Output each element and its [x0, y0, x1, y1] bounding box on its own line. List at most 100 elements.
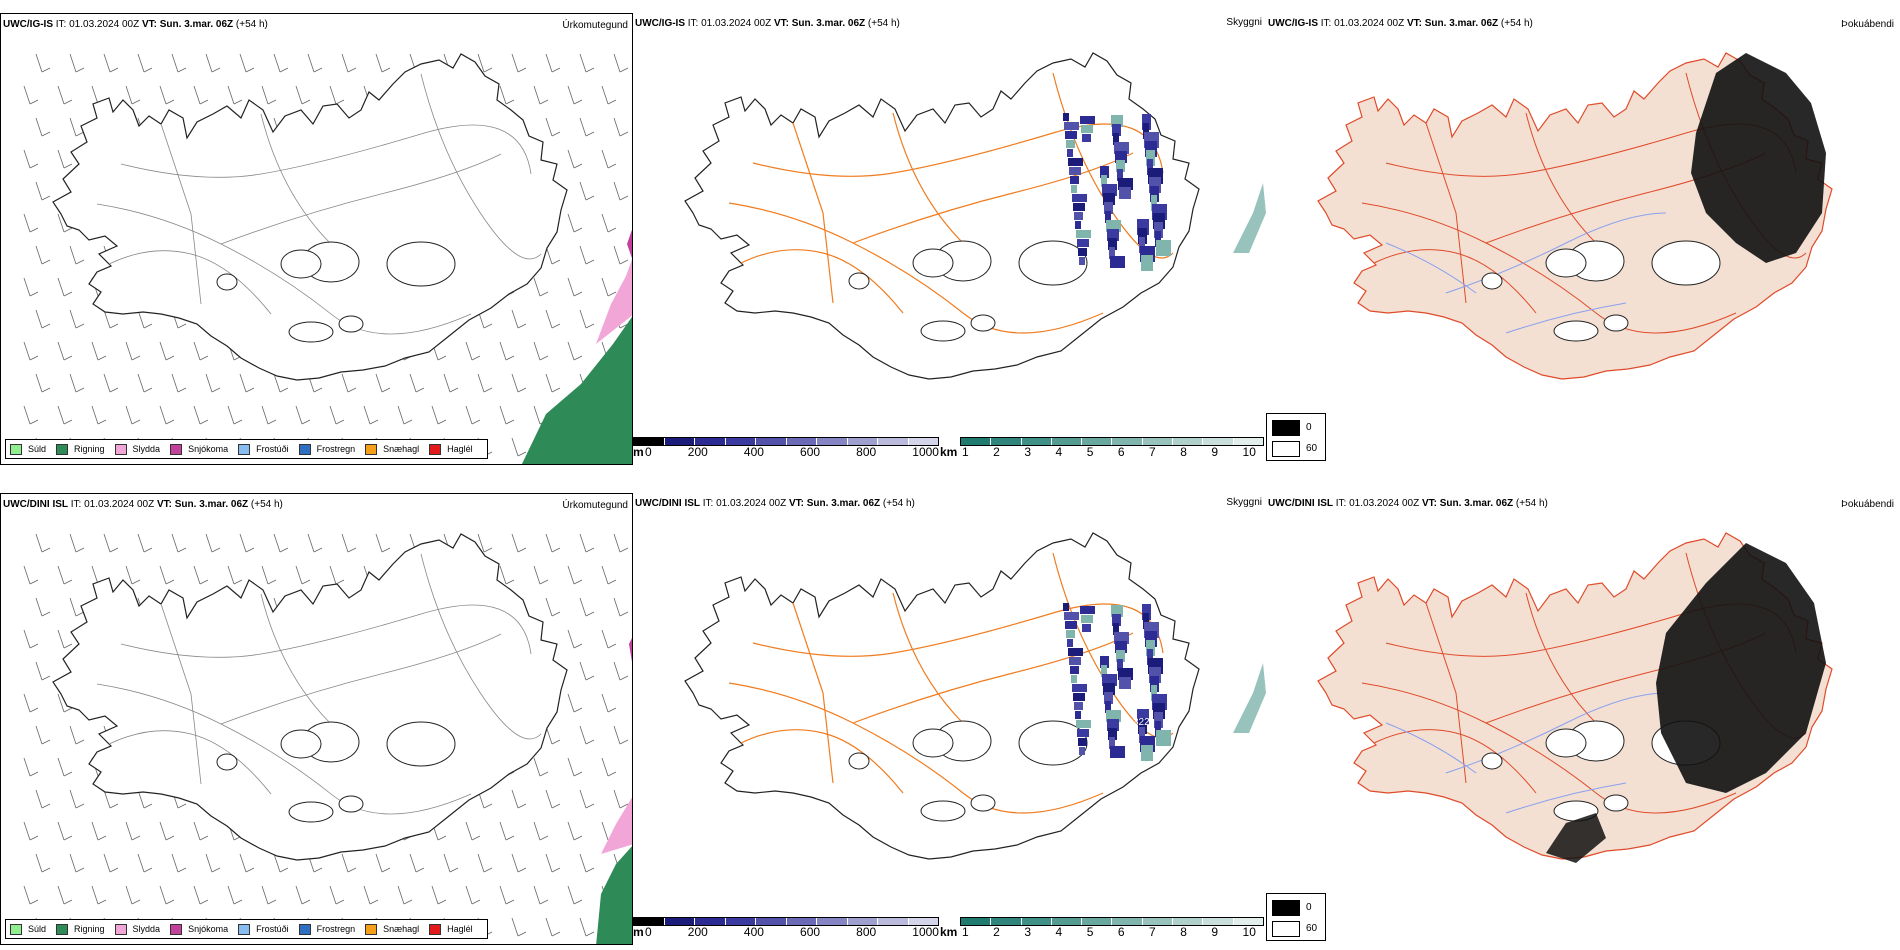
colorbar-tick: 5	[1086, 445, 1094, 459]
wind-barb-flag	[165, 419, 175, 425]
low-visibility-cell	[1079, 257, 1085, 265]
wind-barb-flag	[211, 67, 221, 73]
glacier-outline	[1603, 794, 1629, 812]
wind-barb	[239, 533, 247, 553]
wind-barb-flag	[403, 419, 413, 425]
wind-barb-flag	[551, 803, 561, 809]
wind-barb-flag	[573, 643, 583, 649]
wind-barb	[613, 789, 621, 809]
low-visibility-cell	[1151, 195, 1157, 211]
low-visibility-cell	[1150, 186, 1159, 202]
low-visibility-cell	[1074, 212, 1083, 220]
wind-barb-flag	[109, 547, 119, 553]
wind-barb-flag	[573, 771, 583, 777]
colorbar-tick: 6	[1117, 445, 1125, 459]
wind-barb	[579, 725, 587, 745]
legend-label: Slydda	[132, 924, 161, 934]
road-line	[852, 632, 1134, 724]
wind-barb	[35, 789, 43, 809]
colorbar-tick: 0	[645, 445, 652, 459]
wind-barb-flag	[63, 835, 73, 841]
wind-barb-flag	[403, 899, 413, 905]
low-visibility-cell	[1139, 237, 1145, 253]
low-visibility-cell	[1073, 203, 1085, 211]
colorbar-tick: 9	[1211, 925, 1219, 939]
wind-barb-flag	[585, 195, 595, 201]
low-visibility-cell	[1146, 640, 1155, 656]
wind-barb-flag	[369, 419, 379, 425]
wind-barb	[329, 405, 337, 425]
low-visibility-cell	[1101, 665, 1107, 677]
wind-barb	[23, 405, 31, 425]
wind-barb	[465, 821, 473, 841]
rain-area	[596, 846, 632, 944]
colorbar-tick: 9	[1211, 445, 1219, 459]
colorbar-cell	[664, 438, 695, 445]
wind-barb	[23, 757, 31, 777]
wind-barb	[23, 341, 31, 361]
legend-swatch	[238, 443, 251, 455]
legend-item: Slydda	[114, 923, 161, 935]
wind-barb	[443, 853, 451, 873]
low-visibility-cell	[1072, 194, 1087, 202]
low-visibility-cell	[1119, 187, 1131, 199]
wind-barb-flag	[301, 579, 311, 585]
legend-item: Rigning	[56, 923, 105, 935]
legend-swatch	[10, 923, 22, 935]
legend-label: Rigning	[74, 444, 105, 454]
precip-type-legend: Súld Rigning Slydda Snjókoma Frostúði Frostre…	[5, 919, 488, 939]
wind-barb	[273, 373, 281, 393]
wind-barb	[193, 341, 201, 361]
rain-area	[521, 316, 632, 464]
wind-barb-flag	[233, 899, 243, 905]
wind-barb	[567, 85, 575, 105]
wind-barb-flag	[41, 867, 51, 873]
wind-barb-flag	[505, 355, 515, 361]
wind-barb-flag	[97, 899, 107, 905]
low-visibility-cell	[1138, 718, 1147, 734]
fog-panel-row1: UWC/IG-IS IT: 01.03.2024 00Z VT: Sun. 3.…	[1266, 13, 1900, 465]
wind-barb	[613, 661, 621, 681]
low-visibility-cell	[1080, 116, 1095, 124]
wind-barb-flag	[347, 867, 357, 873]
wind-barb-flag	[233, 579, 243, 585]
wind-barb	[227, 565, 235, 585]
colorbar-cell	[847, 438, 878, 445]
wind-barb-flag	[437, 419, 447, 425]
wind-barb-flag	[437, 899, 447, 905]
low-visibility-cell	[1154, 712, 1163, 728]
wind-barb	[103, 533, 111, 553]
glacier-outline	[1545, 248, 1587, 278]
wind-barb-flag	[381, 67, 391, 73]
road-line	[260, 113, 332, 245]
wind-barb-flag	[75, 611, 85, 617]
colorbar-tick: 3	[1024, 445, 1032, 459]
wind-barb	[511, 533, 519, 553]
colorbar-tick: 400	[743, 925, 764, 939]
wind-barb	[533, 565, 541, 585]
low-visibility-cell	[1143, 613, 1149, 629]
wind-barb	[579, 53, 587, 73]
wind-barb	[193, 405, 201, 425]
wind-barb-flag	[165, 835, 175, 841]
legend-label: Frostregn	[316, 924, 356, 934]
wind-barb	[533, 821, 541, 841]
wind-barb	[23, 213, 31, 233]
glacier-outline	[1481, 272, 1503, 290]
wind-barb-flag	[211, 867, 221, 873]
colorbar-cell	[908, 918, 938, 925]
wind-barb	[307, 533, 315, 553]
wind-barb-flag	[143, 547, 153, 553]
wind-barb	[499, 565, 507, 585]
low-visibility-cell	[1067, 149, 1073, 157]
wind-barb-flag	[199, 355, 209, 361]
wind-barb	[375, 853, 383, 873]
wind-barb	[57, 629, 65, 649]
wind-barb	[159, 885, 167, 905]
wind-barb	[103, 309, 111, 329]
wind-barb-flag	[369, 899, 379, 905]
wind-barb	[431, 405, 439, 425]
wind-barb-flag	[109, 803, 119, 809]
low-visibility-cell	[1075, 221, 1081, 229]
panel-title: UWC/IG-IS IT: 01.03.2024 00Z VT: Sun. 3.…	[3, 19, 268, 30]
